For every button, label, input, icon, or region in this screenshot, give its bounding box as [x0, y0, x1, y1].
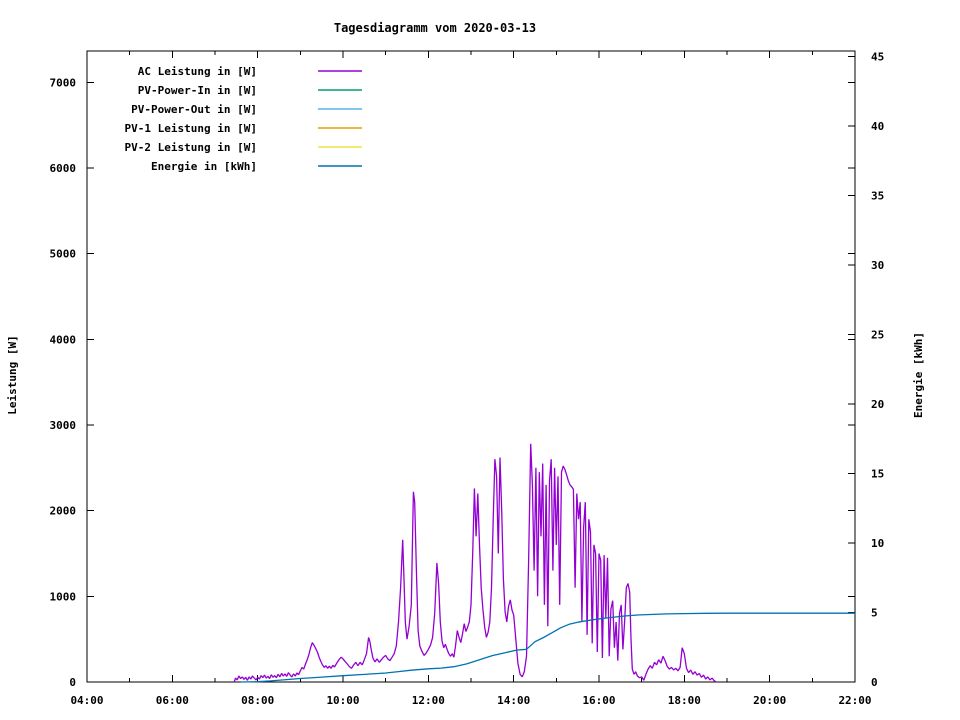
chart-title: Tagesdiagramm vom 2020-03-13 [334, 21, 536, 35]
y-right-tick-label: 40 [871, 120, 884, 133]
legend-label: Energie in [kWh] [151, 160, 257, 173]
y-left-tick-label: 6000 [50, 162, 77, 175]
legend-label: PV-Power-In in [W] [138, 84, 257, 97]
x-tick-label: 22:00 [838, 694, 871, 707]
legend-item: PV-Power-In in [W] [138, 84, 362, 97]
axes: 04:00 06:00 08:00 10:00 12:00 14:00 16:00 18:00… [50, 50, 884, 707]
x-tick-label: 06:00 [156, 694, 189, 707]
legend-item: PV-1 Leistung in [W] [125, 122, 362, 135]
x-tick-label: 04:00 [70, 694, 103, 707]
y-left-tick-label: 7000 [50, 76, 77, 89]
y-axis-left-label: Leistung [W] [6, 335, 19, 414]
legend-item: AC Leistung in [W] [138, 65, 362, 78]
y-left-tick-label: 2000 [50, 505, 77, 518]
y-left-tick-label: 3000 [50, 419, 77, 432]
y-left-tick-label: 5000 [50, 248, 77, 261]
series-line [240, 612, 855, 683]
y-left-tick-label: 0 [69, 676, 76, 689]
x-tick-label: 20:00 [753, 694, 786, 707]
x-tick-label: 16:00 [582, 694, 615, 707]
legend-label: PV-2 Leistung in [W] [125, 141, 257, 154]
y-left-tick-label: 4000 [50, 333, 77, 346]
legend: AC Leistung in [W] PV-Power-In in [W] PV-P… [125, 65, 362, 173]
series-curves [233, 443, 855, 683]
legend-item: PV-Power-Out in [W] [131, 103, 362, 116]
y-right-tick-label: 15 [871, 468, 884, 481]
y-right-tick-label: 25 [871, 329, 884, 342]
y-axis-right-label: Energie [kWh] [912, 332, 925, 418]
x-tick-label: 14:00 [497, 694, 530, 707]
x-tick-label: 18:00 [668, 694, 701, 707]
legend-label: PV-Power-Out in [W] [131, 103, 257, 116]
x-tick-label: 12:00 [412, 694, 445, 707]
legend-label: PV-1 Leistung in [W] [125, 122, 257, 135]
y-right-tick-label: 45 [871, 51, 884, 64]
series-line [233, 443, 717, 683]
y-left-tick-label: 1000 [50, 590, 77, 603]
x-tick-label: 10:00 [326, 694, 359, 707]
legend-item: Energie in [kWh] [151, 160, 362, 173]
y-right-tick-label: 10 [871, 537, 884, 550]
x-tick-label: 08:00 [241, 694, 274, 707]
legend-label: AC Leistung in [W] [138, 65, 257, 78]
y-right-tick-label: 5 [871, 607, 878, 620]
y-right-tick-label: 30 [871, 259, 884, 272]
y-right-tick-label: 0 [871, 676, 878, 689]
legend-item: PV-2 Leistung in [W] [125, 141, 362, 154]
y-right-tick-label: 35 [871, 190, 884, 203]
y-right-tick-label: 20 [871, 398, 884, 411]
